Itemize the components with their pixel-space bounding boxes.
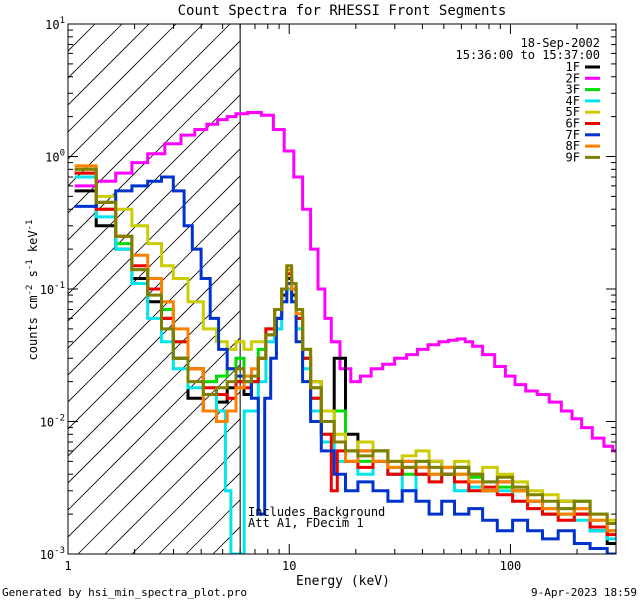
x-axis: 1 10 100: [64, 24, 617, 573]
hatch-line: [68, 94, 241, 268]
y-tick-label: 10-1: [40, 281, 65, 297]
hatch-line: [68, 229, 241, 403]
legend-label: 9F: [566, 150, 580, 164]
series-9F: [74, 167, 616, 525]
legend-label: 7F: [566, 128, 580, 142]
series-2F: [74, 111, 616, 453]
timestamp: 9-Apr-2023 18:59: [531, 586, 637, 599]
y-tick-label: 100: [45, 149, 65, 165]
hatch-line: [68, 256, 241, 430]
legend-label: 1F: [566, 60, 580, 74]
legend-label: 8F: [566, 139, 580, 153]
x-tick-label: 100: [500, 559, 522, 573]
hatch-line: [68, 24, 204, 160]
legend-label: 3F: [566, 83, 580, 97]
generated-by: Generated by hsi_min_spectra_plot.pro: [2, 586, 247, 599]
hatch-line: [68, 40, 241, 214]
legend-label: 4F: [566, 94, 580, 108]
y-axis-label: counts cm-2 s-1 keV-1: [25, 220, 40, 361]
legend-label: 2F: [566, 71, 580, 85]
legend-label: 6F: [566, 117, 580, 131]
y-tick-label: 10-3: [40, 546, 65, 562]
hatch-line: [68, 67, 241, 241]
y-axis: 101 100 10-1 10-2 10-3: [40, 16, 616, 562]
date-annotation: 18-Sep-2002: [521, 36, 600, 50]
background-note: Includes Background: [248, 505, 385, 519]
series-6F: [74, 171, 616, 537]
chart-title: Count Spectra for RHESSI Front Segments: [178, 3, 507, 19]
series-7F: [74, 175, 616, 554]
hatch-line: [68, 148, 241, 322]
x-tick-label: 10: [282, 559, 296, 573]
hatch-line: [68, 24, 231, 187]
x-axis-label: Energy (keV): [296, 574, 390, 589]
hatch-line: [77, 391, 241, 554]
series-3F: [74, 171, 616, 533]
hatch-line: [68, 24, 177, 133]
attenuator-note: Att A1, FDecim 1: [248, 516, 364, 530]
hatch-line: [104, 418, 241, 554]
series-4F: [74, 175, 616, 554]
legend-label: 5F: [566, 105, 580, 119]
series-5F: [74, 167, 616, 522]
hatch-line: [68, 283, 241, 457]
hatch-line: [68, 310, 241, 484]
series-layer: [74, 111, 616, 554]
time-range-annotation: 15:36:00 to 15:37:00: [456, 48, 601, 62]
hatch-line: [68, 364, 241, 538]
y-tick-label: 10-2: [40, 414, 65, 430]
hatch-line: [68, 337, 241, 511]
y-tick-label: 101: [45, 16, 65, 32]
hatch-line: [131, 445, 241, 554]
hatch-line: [68, 175, 241, 349]
x-tick-label: 1: [64, 559, 71, 573]
